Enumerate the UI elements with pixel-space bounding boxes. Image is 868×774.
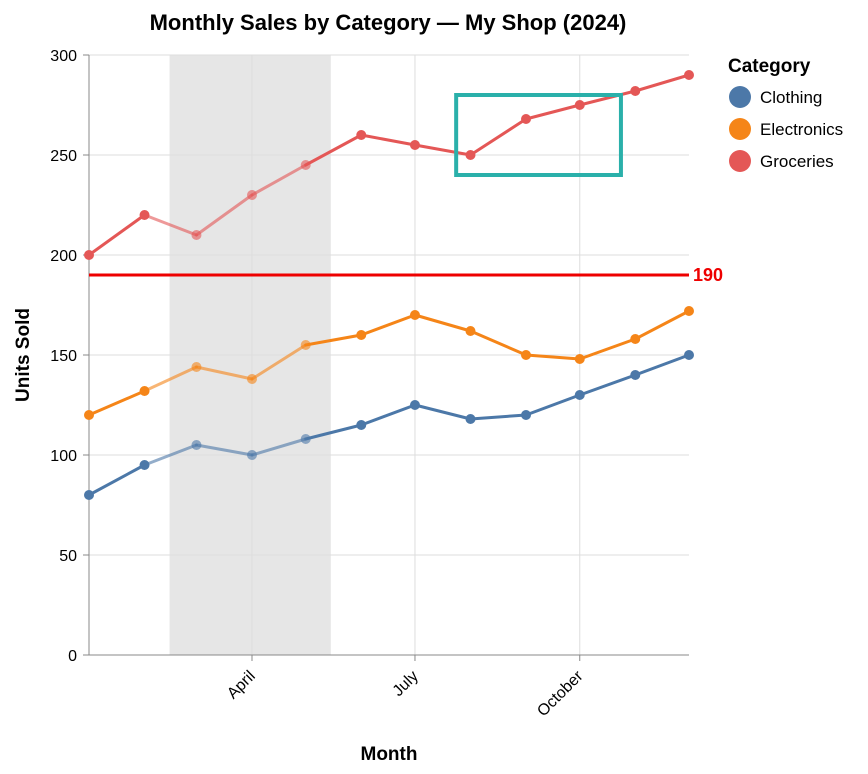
legend-swatch-clothing — [729, 86, 751, 108]
data-point-clothing — [300, 434, 311, 444]
data-point-groceries — [465, 150, 476, 160]
x-tick-label: October — [534, 667, 587, 720]
series-line-clothing — [143, 443, 198, 467]
series-line-groceries — [304, 133, 363, 167]
series-line-clothing — [250, 437, 308, 457]
data-point-groceries — [409, 140, 420, 150]
series-line-groceries — [578, 89, 637, 107]
series-line-groceries — [143, 213, 198, 237]
series-line-electronics — [578, 337, 637, 361]
data-point-clothing — [84, 490, 94, 500]
series-line-groceries — [524, 103, 582, 121]
data-point-electronics — [574, 354, 585, 364]
series-line-groceries — [194, 193, 254, 237]
chart-title: Monthly Sales by Category — My Shop (202… — [150, 10, 627, 35]
x-axis-title: Month — [361, 744, 418, 765]
legend-title: Category — [728, 56, 811, 77]
series-line-clothing — [413, 403, 472, 421]
data-point-electronics — [246, 374, 257, 384]
legend-label-groceries: Groceries — [760, 152, 834, 171]
legend-swatch-groceries — [729, 150, 751, 172]
series-line-clothing — [87, 463, 147, 497]
data-point-clothing — [191, 440, 202, 450]
data-point-groceries — [139, 210, 150, 220]
series-line-groceries — [359, 133, 417, 147]
legend-label-clothing: Clothing — [760, 88, 822, 107]
y-tick-label: 150 — [50, 348, 77, 365]
data-point-groceries — [246, 190, 257, 200]
reference-line-label: 190 — [693, 265, 723, 285]
data-point-clothing — [246, 450, 257, 460]
series-line-clothing — [304, 423, 363, 441]
data-point-clothing — [409, 400, 420, 410]
series-line-clothing — [578, 373, 637, 397]
series-line-clothing — [359, 403, 417, 427]
series-line-electronics — [468, 329, 528, 357]
y-tick-label: 300 — [50, 48, 77, 65]
data-point-clothing — [630, 370, 641, 380]
series-line-electronics — [143, 365, 198, 393]
data-point-clothing — [356, 420, 367, 430]
data-point-groceries — [521, 114, 532, 124]
data-point-electronics — [300, 340, 311, 350]
series-line-groceries — [413, 143, 472, 157]
series-line-electronics — [633, 309, 691, 341]
series-line-clothing — [524, 393, 582, 417]
series-line-clothing — [633, 353, 691, 377]
data-point-clothing — [574, 390, 585, 400]
legend-label-electronics: Electronics — [760, 120, 843, 139]
series-line-clothing — [468, 413, 528, 421]
plot-area: 0 50 100 150 200 250 300 April July October 190 — [50, 48, 723, 720]
y-tick-label: 200 — [50, 248, 77, 265]
data-point-groceries — [84, 250, 94, 260]
data-point-electronics — [356, 330, 367, 340]
data-point-electronics — [409, 310, 420, 320]
y-tick-label: 100 — [50, 448, 77, 465]
series-line-electronics — [87, 389, 147, 417]
data-point-groceries — [300, 160, 311, 170]
series-line-groceries — [633, 73, 691, 93]
legend-swatch-electronics — [729, 118, 751, 140]
legend: Category Clothing Electronics Groceries — [728, 56, 843, 172]
data-point-electronics — [139, 386, 150, 396]
data-point-electronics — [191, 362, 202, 372]
data-point-groceries — [191, 230, 202, 240]
data-point-groceries — [356, 130, 367, 140]
series-line-electronics — [524, 353, 582, 361]
data-point-electronics — [684, 306, 694, 316]
y-tick-label: 50 — [59, 548, 77, 565]
data-point-groceries — [630, 86, 641, 96]
y-axis-title: Units Sold — [13, 308, 34, 402]
series-line-electronics — [304, 333, 363, 347]
data-point-clothing — [684, 350, 694, 360]
data-point-clothing — [465, 414, 476, 424]
series-line-electronics — [359, 313, 417, 337]
series-line-groceries — [250, 163, 308, 197]
series-line-electronics — [250, 343, 308, 381]
data-point-clothing — [521, 410, 532, 420]
y-tick-label: 250 — [50, 148, 77, 165]
series-line-groceries — [87, 213, 147, 257]
x-tick-label: July — [390, 668, 422, 700]
data-point-clothing — [139, 460, 150, 470]
x-tick-label: April — [224, 668, 259, 703]
data-point-groceries — [574, 100, 585, 110]
series-line-electronics — [413, 313, 472, 333]
data-point-electronics — [630, 334, 641, 344]
data-point-electronics — [465, 326, 476, 336]
y-tick-label: 0 — [68, 648, 77, 665]
data-point-electronics — [521, 350, 532, 360]
series-line-clothing — [194, 443, 254, 457]
series-line-electronics — [194, 365, 254, 381]
data-point-groceries — [684, 70, 694, 80]
annotation-box — [454, 93, 623, 177]
data-point-electronics — [84, 410, 94, 420]
series-line-groceries — [468, 117, 528, 157]
